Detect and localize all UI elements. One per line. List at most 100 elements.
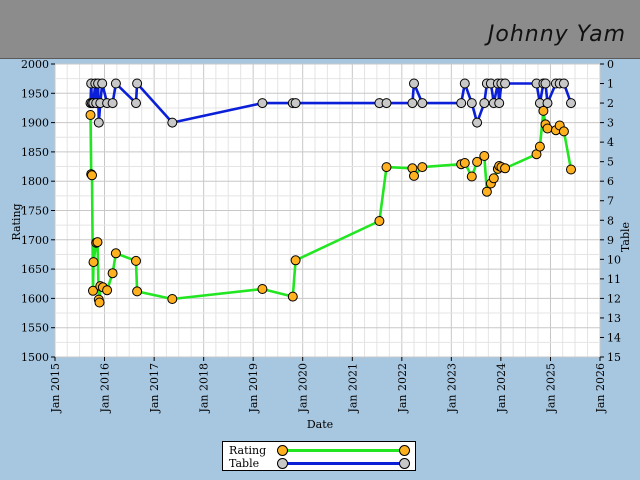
table-point	[257, 98, 268, 109]
y-left-tick-label: 1800	[21, 175, 49, 188]
rating-point	[417, 162, 428, 173]
y-left-axis-title: Rating	[10, 203, 23, 240]
y-right-tick-label: 5	[607, 156, 614, 169]
y-right-tick-label: 4	[607, 136, 614, 149]
x-tick-label: Jan 2016	[99, 363, 112, 414]
x-tick-label: Jan 2019	[247, 363, 260, 414]
table-point	[417, 98, 428, 109]
y-left-tick-label: 1700	[21, 234, 49, 247]
table-point	[459, 78, 470, 89]
rating-point	[287, 291, 298, 302]
rating-series	[85, 105, 576, 308]
rating-point	[409, 170, 419, 181]
table-point	[472, 117, 483, 128]
y-right-tick-label: 12	[607, 292, 621, 305]
table-point	[381, 98, 392, 109]
x-tick-label: Jan 2022	[396, 363, 409, 414]
rating-point	[85, 110, 96, 120]
y-left-tick-label: 1650	[21, 263, 49, 276]
table-point	[500, 78, 511, 89]
rating-point	[131, 255, 141, 266]
table-point	[466, 98, 477, 109]
table-point	[456, 98, 467, 109]
y-right-tick-label: 15	[607, 351, 621, 364]
axes: 1500155016001650170017501800185019001950…	[21, 58, 621, 414]
y-left-tick-label: 1600	[21, 292, 49, 305]
rating-point	[132, 286, 143, 297]
rating-point	[542, 123, 553, 134]
rating-point	[102, 285, 113, 296]
rating-point	[290, 255, 301, 266]
y-left-tick-label: 1850	[21, 146, 49, 159]
y-right-axis-title: Table	[619, 222, 632, 252]
x-tick-label: Jan 2025	[544, 363, 557, 414]
table-point	[407, 98, 418, 109]
y-right-tick-label: 8	[607, 214, 614, 227]
rating-point	[107, 268, 118, 279]
legend-line-rating	[281, 449, 405, 452]
legend: Rating Table	[222, 441, 416, 471]
y-left-tick-label: 1950	[21, 87, 49, 100]
table-point	[479, 98, 490, 109]
table-point	[409, 78, 419, 89]
rating-point	[92, 237, 103, 248]
legend-marker-rating-end	[399, 445, 410, 456]
y-right-tick-label: 0	[607, 58, 614, 71]
rating-point	[472, 156, 483, 167]
rating-point	[481, 186, 492, 197]
y-right-tick-label: 7	[607, 195, 614, 208]
y-right-tick-label: 6	[607, 175, 614, 188]
rating-point	[534, 141, 545, 152]
rating-point	[88, 285, 98, 296]
x-tick-label: Jan 2018	[198, 363, 211, 414]
table-point	[540, 78, 551, 89]
x-tick-label: Jan 2015	[49, 363, 62, 414]
x-tick-label: Jan 2023	[445, 363, 458, 414]
rating-point	[87, 170, 97, 181]
y-right-tick-label: 14	[607, 331, 621, 344]
x-tick-label: Jan 2020	[297, 363, 310, 414]
table-point	[494, 98, 505, 109]
y-left-tick-label: 1550	[21, 322, 49, 335]
legend-marker-table-end	[399, 458, 410, 469]
y-left-tick-label: 1900	[21, 117, 49, 130]
rating-point	[558, 126, 569, 137]
y-right-tick-label: 10	[607, 253, 621, 266]
table-point	[93, 117, 104, 128]
y-right-tick-label: 1	[607, 78, 614, 91]
legend-marker-rating-start	[277, 445, 288, 456]
legend-label-rating: Rating	[229, 444, 267, 457]
x-tick-label: Jan 2017	[148, 363, 161, 414]
rating-point	[110, 248, 121, 259]
rating-point	[459, 158, 470, 168]
x-tick-label: Jan 2026	[594, 363, 607, 414]
rating-point	[466, 171, 477, 182]
table-point	[131, 98, 141, 109]
header-bar: Johnny Yam	[0, 0, 640, 59]
y-left-tick-label: 1750	[21, 205, 49, 218]
legend-label-table: Table	[229, 457, 260, 470]
x-tick-label: Jan 2024	[495, 363, 508, 414]
y-left-tick-label: 2000	[21, 58, 49, 71]
legend-item-table: Table	[229, 457, 410, 470]
y-right-tick-label: 3	[607, 117, 614, 130]
rating-point	[479, 151, 490, 161]
x-tick-label: Jan 2021	[346, 363, 359, 414]
rating-point	[500, 163, 511, 174]
rating-point	[88, 257, 99, 268]
table-point	[167, 117, 178, 128]
x-axis-title: Date	[307, 418, 333, 431]
table-point	[97, 78, 108, 89]
table-point	[542, 98, 553, 109]
table-point	[566, 98, 576, 109]
player-name: Johnny Yam	[487, 22, 626, 47]
legend-line-table	[281, 462, 405, 465]
table-point	[107, 98, 118, 109]
rating-point	[538, 105, 549, 116]
y-right-tick-label: 11	[607, 273, 621, 286]
y-right-tick-label: 13	[607, 312, 621, 325]
y-left-tick-label: 1500	[21, 351, 49, 364]
rating-point	[257, 284, 268, 294]
legend-item-rating: Rating	[229, 444, 410, 457]
